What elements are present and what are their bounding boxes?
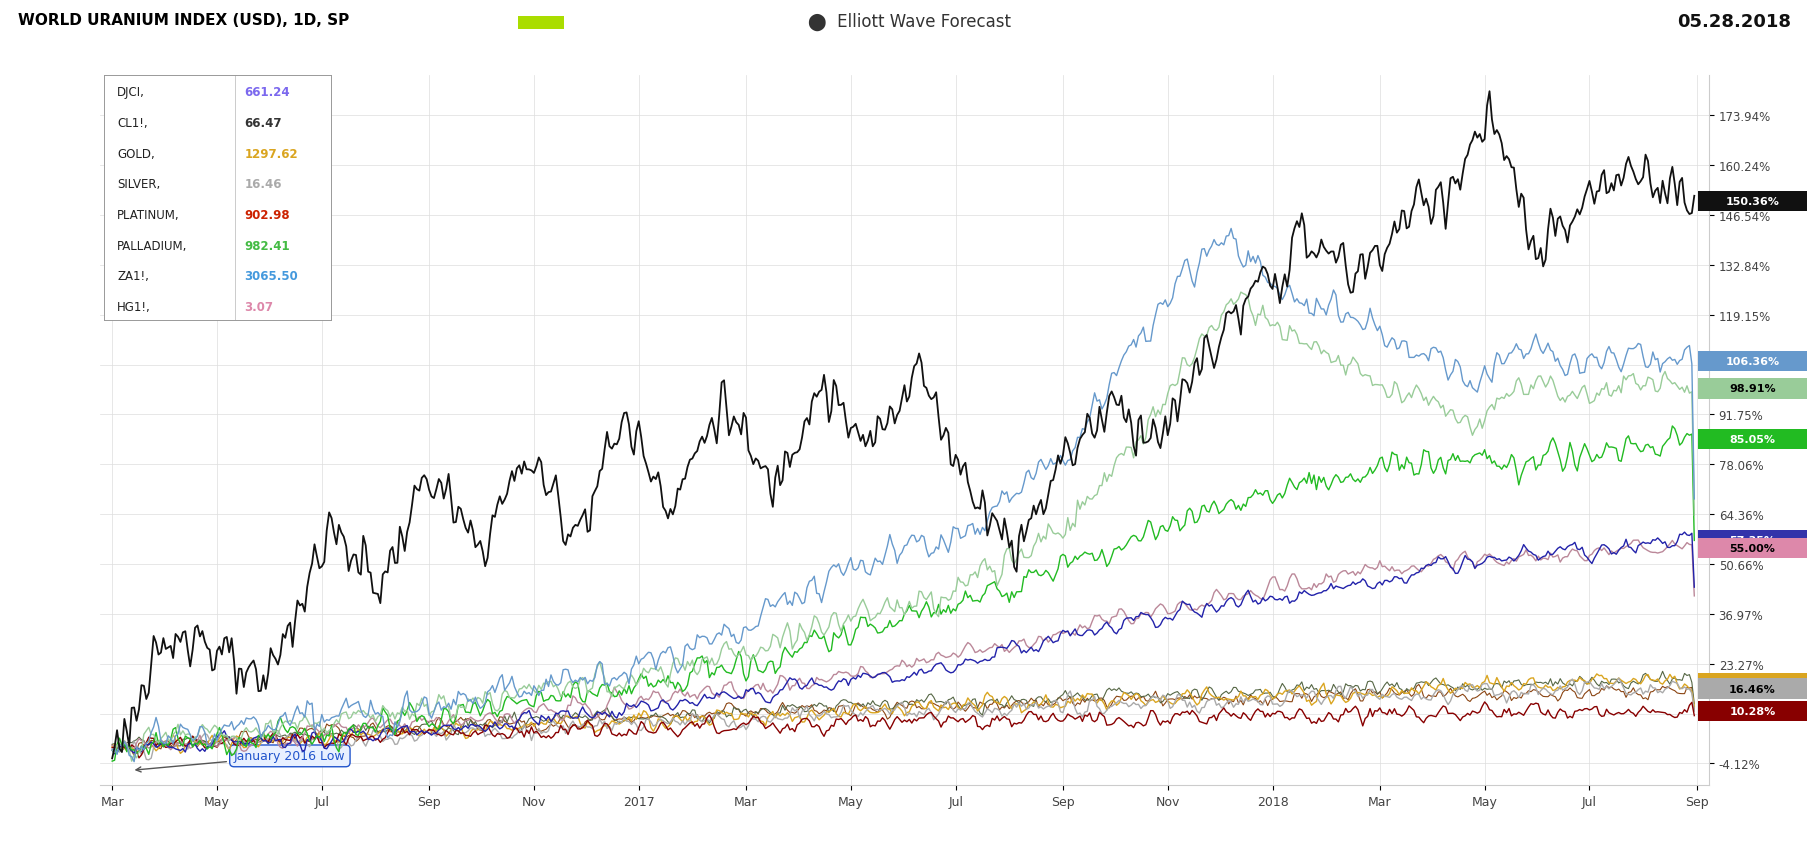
Text: 57.35%: 57.35% [1729, 535, 1776, 545]
Text: WORLD URANIUM INDEX (USD), 1D, SP: WORLD URANIUM INDEX (USD), 1D, SP [18, 13, 349, 28]
Text: 66.47: 66.47 [244, 116, 282, 130]
Text: ZA1!,: ZA1!, [116, 270, 149, 283]
Text: DJCI,: DJCI, [116, 86, 145, 100]
Text: PALLADIUM,: PALLADIUM, [116, 239, 187, 252]
Text: 05.28.2018: 05.28.2018 [1676, 13, 1791, 30]
Text: 16.46: 16.46 [244, 178, 282, 191]
Text: 902.98: 902.98 [244, 208, 291, 222]
Text: GOLD,: GOLD, [116, 148, 155, 160]
Text: 98.91%: 98.91% [1729, 384, 1776, 394]
Text: 55.00%: 55.00% [1729, 544, 1776, 554]
Text: ⬤  Elliott Wave Forecast: ⬤ Elliott Wave Forecast [807, 13, 1011, 31]
Text: PLATINUM,: PLATINUM, [116, 208, 180, 222]
Text: 982.41: 982.41 [244, 239, 291, 252]
Text: SILVER,: SILVER, [116, 178, 160, 191]
Text: 16.46%: 16.46% [1729, 684, 1776, 694]
Text: 3.07: 3.07 [244, 300, 273, 313]
Text: 106.36%: 106.36% [1725, 357, 1780, 367]
Text: 150.36%: 150.36% [1725, 197, 1780, 207]
Text: 17.90%: 17.90% [1729, 679, 1776, 689]
Text: 1297.62: 1297.62 [244, 148, 298, 160]
Text: January 2016 Low: January 2016 Low [136, 749, 345, 772]
Text: 10.28%: 10.28% [1729, 706, 1776, 717]
Text: CL1!,: CL1!, [116, 116, 147, 130]
Text: 661.24: 661.24 [244, 86, 291, 100]
Text: HG1!,: HG1!, [116, 300, 151, 313]
Text: 3065.50: 3065.50 [244, 270, 298, 283]
Text: 85.05%: 85.05% [1729, 435, 1776, 444]
